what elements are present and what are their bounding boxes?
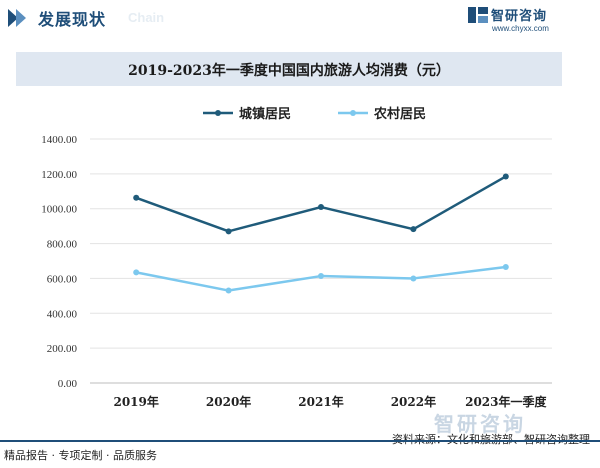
x-tick-label: 2019年	[113, 394, 158, 409]
x-tick-label: 2021年	[298, 394, 343, 409]
header-bar: 发展现状 Chain 智研咨询 www.chyxx.com	[0, 0, 600, 40]
footer-brand-watermark: 智研咨询	[434, 412, 526, 436]
data-point-urban	[410, 226, 417, 233]
chart-title: 2019-2023年一季度中国国内旅游人均消费（元）	[128, 63, 450, 79]
x-tick-label: 2023年一季度	[465, 394, 547, 409]
brand-name: 智研咨询	[491, 9, 548, 24]
data-point-rural	[318, 273, 324, 280]
legend-label-urban: 城镇居民	[239, 106, 291, 122]
series-line-urban	[135, 175, 507, 233]
data-point-rural	[502, 264, 509, 271]
chart-title-box: 2019-2023年一季度中国国内旅游人均消费（元）	[16, 52, 562, 86]
y-tick-label: 800.00	[47, 239, 78, 251]
data-point-urban	[502, 173, 509, 180]
legend-marker-urban	[215, 110, 221, 116]
y-tick-label: 0.00	[58, 378, 78, 390]
y-tick-label: 1200.00	[41, 169, 77, 181]
section-subtitle-en: Chain	[128, 10, 165, 25]
data-point-urban	[225, 228, 232, 235]
data-point-urban	[133, 194, 140, 201]
data-point-rural	[133, 269, 140, 276]
footer-divider	[0, 440, 600, 442]
y-tick-label: 600.00	[47, 273, 78, 285]
brand-logo-icon	[468, 7, 488, 23]
data-point-rural	[225, 287, 232, 294]
brand-url: www.chyxx.com	[492, 24, 549, 33]
x-tick-label: 2022年	[391, 394, 436, 409]
data-point-urban	[318, 204, 324, 211]
source-note: 资料来源：文化和旅游部、智研咨询整理	[392, 431, 590, 447]
footer-slogan: 精品报告 · 专项定制 · 品质服务	[4, 449, 157, 462]
legend-marker-rural	[350, 110, 356, 116]
x-tick-label: 2020年	[206, 394, 251, 409]
y-tick-label: 400.00	[47, 308, 78, 320]
section-title: 发展现状	[38, 10, 107, 29]
header-chevron-icon	[8, 9, 26, 27]
y-tick-label: 1400.00	[41, 134, 77, 146]
y-tick-label: 200.00	[47, 343, 78, 355]
y-tick-label: 1000.00	[41, 204, 77, 216]
data-point-rural	[410, 275, 417, 282]
legend-label-rural: 农村居民	[373, 106, 426, 122]
brand-block: 智研咨询 www.chyxx.com	[468, 4, 588, 38]
